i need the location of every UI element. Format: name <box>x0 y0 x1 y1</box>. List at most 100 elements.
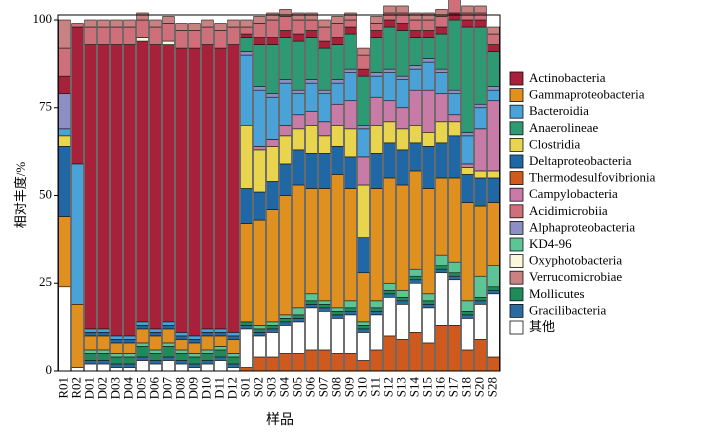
bar-segment <box>240 125 253 189</box>
x-tick-label: S07 <box>315 377 330 398</box>
bar-segment <box>383 289 396 295</box>
bar-segment <box>409 12 422 21</box>
bar-segment <box>84 328 97 333</box>
bar-segment <box>240 321 253 326</box>
bar-segment <box>331 44 344 80</box>
bar-segment <box>266 321 279 326</box>
bar-segment <box>162 16 175 24</box>
bar-segment <box>435 33 448 70</box>
bar-segment <box>331 79 344 84</box>
bar-segment <box>58 216 71 288</box>
bar-segment <box>396 75 409 80</box>
bar-segment <box>461 314 474 319</box>
bar-segment <box>487 265 500 288</box>
bar-segment <box>201 26 214 45</box>
bar-segment <box>344 353 357 372</box>
bar-segment <box>461 19 474 28</box>
bar-segment <box>422 89 435 133</box>
bar-segment <box>383 296 396 337</box>
bar-segment <box>84 349 97 354</box>
bar-segment <box>435 16 448 28</box>
bar-segment <box>396 304 409 340</box>
bar-segment <box>292 321 305 354</box>
bar-segment <box>344 300 357 309</box>
bar-segment <box>240 328 253 368</box>
x-tick-label: S01 <box>237 377 252 397</box>
bar-segment <box>240 26 253 35</box>
bar-segment <box>110 342 123 354</box>
bar-segment <box>461 132 474 137</box>
bar-segment <box>136 19 149 38</box>
bar-segment <box>162 325 175 330</box>
x-tick-label: S06 <box>302 377 317 398</box>
bar-segment <box>396 184 409 291</box>
bar-segment <box>292 318 305 323</box>
bar-segment <box>474 5 487 14</box>
bar-segment <box>422 37 435 59</box>
y-tick-label: 25 <box>39 274 52 289</box>
bar-segment <box>461 5 474 14</box>
bar-segment <box>474 103 487 109</box>
bar-segment <box>474 296 487 302</box>
bar-segment <box>318 89 331 95</box>
bar-segment <box>279 125 292 137</box>
bar-segment <box>305 79 318 84</box>
bar-segment <box>422 58 435 63</box>
bar-segment <box>240 19 253 28</box>
bar-segment <box>474 12 487 21</box>
bar-segment <box>331 311 344 316</box>
bar-segment <box>253 325 266 330</box>
x-tick-label: S20 <box>471 377 486 397</box>
bar-segment <box>201 360 214 365</box>
x-tick-label: S16 <box>432 377 447 398</box>
bar-segment <box>110 353 123 358</box>
bar-segment <box>266 12 279 21</box>
bar-segment <box>58 135 71 147</box>
bar-segment <box>97 335 110 351</box>
x-tick-label: D04 <box>120 377 135 400</box>
bar-segment <box>253 332 266 337</box>
x-tick-label: S12 <box>380 377 395 397</box>
bar-segment <box>214 332 227 337</box>
bar-segment <box>344 72 357 102</box>
bar-segment <box>136 360 149 372</box>
bar-segment <box>214 328 227 333</box>
bar-segment <box>266 356 279 372</box>
x-tick-label: S08 <box>328 377 343 397</box>
bar-segment <box>149 335 162 351</box>
bar-segment <box>305 188 318 295</box>
bar-segment <box>409 332 422 372</box>
legend-swatch <box>509 220 524 235</box>
bar-segment <box>305 37 318 80</box>
bar-segment <box>422 307 435 344</box>
bar-segment <box>487 289 500 295</box>
bar-segment <box>474 275 487 298</box>
bar-segment <box>487 100 500 172</box>
bar-segment <box>201 328 214 333</box>
bar-segment <box>461 12 474 21</box>
bar-segment <box>227 44 240 333</box>
bar-segment <box>435 254 448 266</box>
bar-segment <box>279 353 292 372</box>
x-tick-label: R01 <box>55 377 70 399</box>
bar-segment <box>240 37 253 52</box>
bar-segment <box>253 89 266 147</box>
bar-segment <box>279 82 292 126</box>
legend-swatch <box>509 121 524 136</box>
bar-segment <box>357 125 370 130</box>
bar-segment <box>383 5 396 14</box>
bar-segment <box>266 181 279 210</box>
bar-segment <box>305 30 318 38</box>
bar-segment <box>305 293 318 302</box>
bar-segment <box>84 335 97 351</box>
bar-segment <box>318 307 331 312</box>
bar-segment <box>136 40 149 323</box>
bar-segment <box>383 121 396 144</box>
bar-segment <box>331 37 344 45</box>
bar-segment <box>383 282 396 291</box>
bar-segment <box>97 363 110 372</box>
bar-segment <box>97 44 110 330</box>
bar-segment <box>123 26 136 45</box>
bar-segment <box>344 12 357 21</box>
bar-segment <box>422 342 435 372</box>
